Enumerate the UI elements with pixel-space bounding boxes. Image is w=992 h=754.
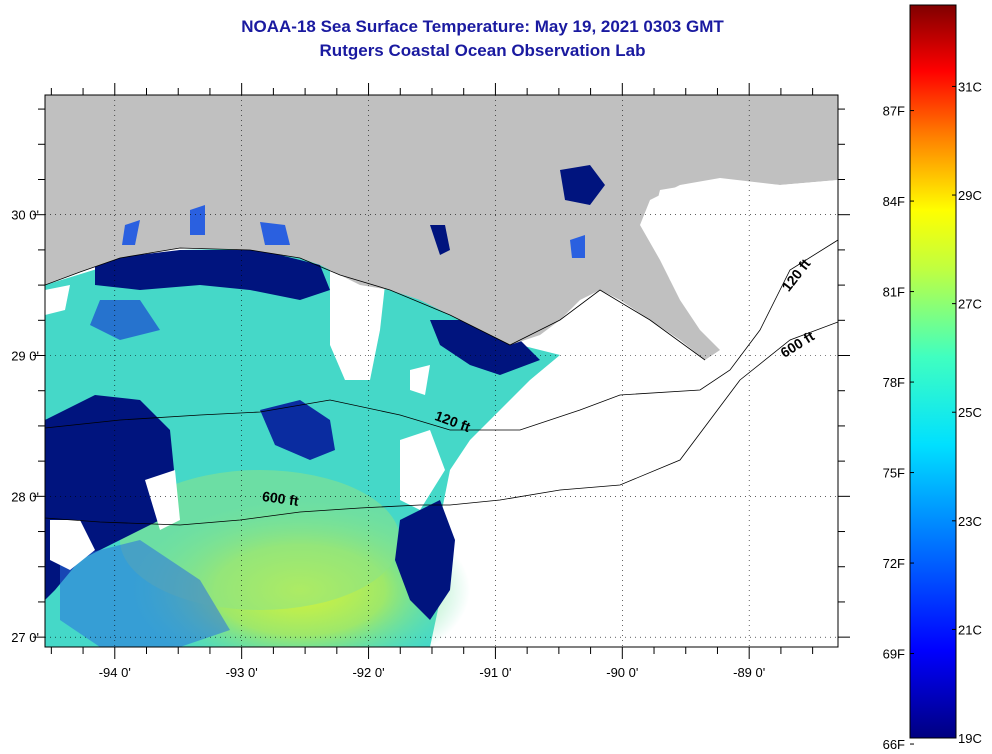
depth-contour-120ft xyxy=(45,239,838,431)
lon-tick-label: -89 0' xyxy=(733,665,765,680)
axis-ticks xyxy=(33,83,850,659)
depth-contour-600ft xyxy=(45,321,838,526)
colorbar-fahrenheit-label: 78F xyxy=(883,375,905,390)
map-frame xyxy=(44,94,839,648)
colorbar-fahrenheit-label: 81F xyxy=(883,285,905,300)
colorbar-fahrenheit-label: 66F xyxy=(883,737,905,752)
lat-tick-label: 28 0' xyxy=(11,489,39,504)
colorbar-celsius-label: 23C xyxy=(958,514,982,529)
map-title: NOAA-18 Sea Surface Temperature: May 19,… xyxy=(241,17,724,36)
map-grid xyxy=(45,95,838,647)
colorbar-fahrenheit-label: 72F xyxy=(883,556,905,571)
lat-tick-label: 27 0' xyxy=(11,630,39,645)
cloud-area xyxy=(330,260,385,380)
colorbar-fahrenheit-label: 75F xyxy=(883,466,905,481)
colorbar-celsius-label: 29C xyxy=(958,188,982,203)
colorbar-fahrenheit-label: 87F xyxy=(883,104,905,119)
colorbar-celsius-label: 27C xyxy=(958,297,982,312)
lon-tick-label: -93 0' xyxy=(226,665,258,680)
colorbar-celsius-label: 25C xyxy=(958,405,982,420)
colorbar-fahrenheit-label: 84F xyxy=(883,194,905,209)
axis-labels: -94 0' -93 0' -92 0' -91 0' -90 0' -89 0' 30 0… xyxy=(11,208,765,680)
colorbar-celsius-label: 21C xyxy=(958,622,982,637)
lon-tick-label: -91 0' xyxy=(479,665,511,680)
lon-tick-label: -94 0' xyxy=(99,665,131,680)
lat-tick-label: 29 0' xyxy=(11,349,39,364)
lon-tick-label: -92 0' xyxy=(352,665,384,680)
contour-label: 600 ft xyxy=(261,488,300,509)
lat-tick-label: 30 0' xyxy=(11,208,39,223)
color-bar xyxy=(909,4,957,739)
colorbar-celsius-label: 31C xyxy=(958,79,982,94)
colorbar-celsius-label: 19C xyxy=(958,731,982,746)
map-subtitle: Rutgers Coastal Ocean Observation Lab xyxy=(319,41,646,60)
colorbar-fahrenheit-label: 69F xyxy=(883,647,905,662)
colorbar-labels: 31C 29C 27C 25C 23C 21C 19C 87F 84F 81F 78F 75F 72F 6… xyxy=(883,79,982,752)
lon-tick-label: -90 0' xyxy=(606,665,638,680)
